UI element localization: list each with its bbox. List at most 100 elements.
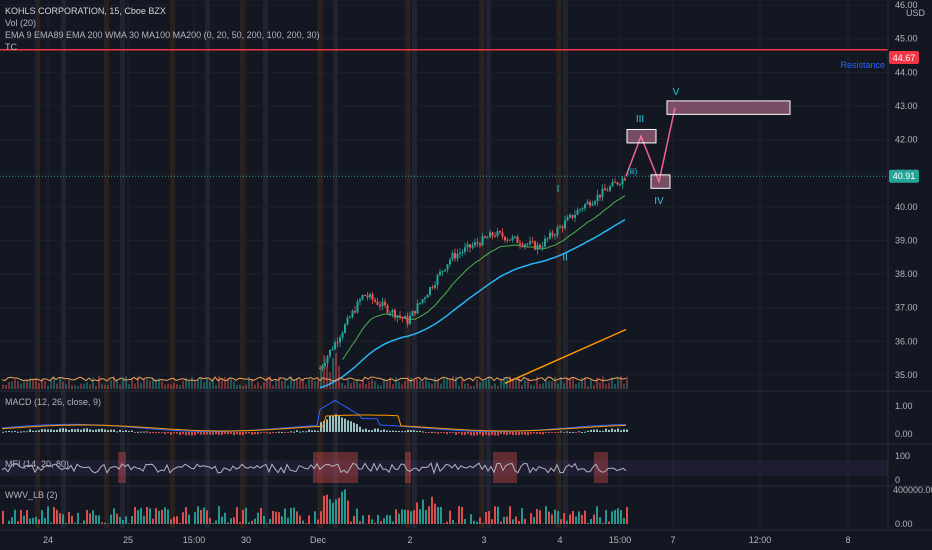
candle-body-76 (509, 239, 511, 241)
last-price-tag (889, 169, 919, 183)
mfi-tick-100: 100 (895, 451, 910, 461)
wwv-bar-42 (128, 523, 130, 524)
macd-hist-bar-71 (215, 432, 217, 435)
price-tick-10: 36.00 (895, 336, 918, 346)
macd-hist-bar-8 (26, 431, 28, 433)
wwv-bar-199 (599, 517, 601, 524)
macd-hist-bar-121 (365, 428, 367, 432)
macd-label[interactable]: MACD (12, 26, close, 9) (5, 397, 101, 407)
wwv-bar-44 (134, 506, 136, 524)
macd-hist-bar-143 (431, 431, 433, 433)
volume-bar-55 (167, 383, 169, 389)
volume-bar-92 (278, 376, 280, 389)
wwv-bar-106 (320, 511, 322, 524)
session-band-10 (405, 0, 410, 528)
wwv-bar-92 (278, 512, 280, 524)
wwv-bar-22 (68, 511, 70, 524)
symbol-title[interactable]: KOHLS CORPORATION, 15, Cboe BZX (5, 6, 166, 16)
macd-hist-bar-182 (548, 432, 550, 433)
session-band-3 (120, 0, 125, 528)
macd-hist-bar-171 (515, 432, 517, 436)
wwv-bar-164 (494, 506, 496, 524)
volume-bar-93 (281, 380, 283, 389)
candle-body-44 (429, 287, 431, 295)
wwv-bar-161 (485, 511, 487, 524)
volume-bar-174 (524, 380, 526, 389)
volume-bar-149 (449, 378, 451, 389)
wwv-bar-48 (146, 507, 148, 524)
volume-bar-138 (416, 379, 418, 389)
volume-bar-186 (560, 377, 562, 389)
candle-body-96 (559, 226, 561, 228)
candle-body-22 (374, 299, 376, 302)
wave-label-1: II (562, 253, 568, 264)
wwv-bar-116 (350, 521, 352, 524)
volume-bar-74 (224, 376, 226, 389)
volume-bar-151 (455, 376, 457, 389)
macd-hist-bar-83 (251, 432, 253, 435)
macd-hist-bar-113 (341, 417, 343, 432)
volume-bar-171 (515, 380, 517, 389)
wwv-tick-zero: 0.00 (895, 519, 913, 529)
study-moving-averages[interactable]: EMA 9 EMA89 EMA 200 WMA 30 MA100 MA200 (… (5, 30, 320, 40)
wave-label-0: I (557, 184, 560, 195)
macd-hist-bar-129 (389, 430, 391, 432)
macd-hist-bar-184 (554, 432, 556, 433)
volume-bar-205 (617, 378, 619, 389)
wwv-bar-125 (377, 514, 379, 524)
wwv-bar-94 (284, 508, 286, 524)
wwv-bar-127 (383, 518, 385, 524)
candle-body-70 (494, 235, 496, 237)
macd-hist-bar-90 (272, 432, 274, 433)
wwv-bar-130 (392, 521, 394, 524)
volume-bar-16 (50, 378, 52, 389)
volume-bar-194 (584, 377, 586, 389)
wwv-bar-66 (200, 509, 202, 524)
macd-hist-bar-95 (287, 432, 289, 433)
wwv-bar-24 (74, 522, 76, 524)
macd-hist-bar-152 (458, 432, 460, 434)
study-tc[interactable]: TC (5, 42, 17, 52)
volume-bar-164 (494, 383, 496, 389)
macd-hist-bar-150 (452, 432, 454, 434)
macd-hist-bar-136 (410, 430, 412, 432)
candle-body-55 (456, 253, 459, 259)
volume-bar-86 (260, 385, 262, 389)
wwv-bar-75 (227, 522, 229, 524)
candle-body-88 (539, 244, 541, 248)
wwv-bar-7 (23, 515, 25, 524)
volume-bar-10 (32, 378, 34, 389)
volume-bar-65 (197, 379, 199, 389)
wwv-bar-101 (305, 523, 307, 524)
macd-hist-bar-201 (605, 428, 607, 432)
macd-hist-bar-40 (122, 430, 124, 432)
macd-hist-bar-5 (17, 431, 19, 433)
wwv-bar-8 (26, 510, 28, 524)
macd-hist-bar-146 (440, 432, 442, 433)
volume-bar-130 (392, 384, 394, 389)
wwv-bar-102 (308, 515, 310, 524)
macd-hist-bar-167 (503, 432, 505, 435)
wwv-bar-41 (125, 516, 127, 524)
resistance-price-tag (889, 51, 919, 64)
wwv-label[interactable]: WWV_LB (2) (5, 490, 58, 500)
volume-bar-157 (473, 385, 475, 389)
volume-bar-111 (335, 353, 337, 389)
mfi-label[interactable]: MFI (14, 20, 80) (5, 459, 69, 469)
candle-body-112 (599, 194, 601, 198)
projection-boxes[interactable] (626, 100, 791, 189)
wwv-bar-207 (623, 517, 625, 524)
projection-box-0 (626, 128, 657, 144)
macd-hist-bar-118 (356, 424, 358, 432)
study-volume[interactable]: Vol (20) (5, 18, 36, 28)
volume-bar-85 (257, 382, 259, 389)
macd-hist-bar-27 (83, 428, 85, 432)
candle-body-75 (506, 239, 509, 241)
macd-hist-bar-33 (101, 428, 103, 432)
volume-bar-131 (395, 376, 397, 389)
wwv-bar-47 (143, 515, 145, 524)
wwv-bar-62 (188, 514, 190, 524)
candle-body-69 (491, 232, 494, 236)
wwv-bar-2 (8, 520, 10, 524)
